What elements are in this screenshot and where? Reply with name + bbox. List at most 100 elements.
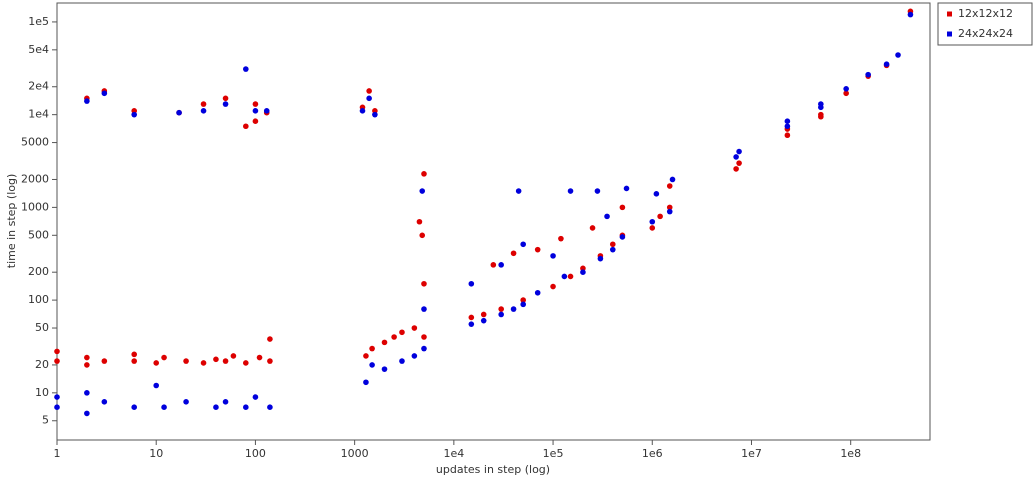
point (733, 166, 739, 172)
point (468, 314, 475, 321)
point (54, 348, 60, 355)
point (623, 185, 630, 192)
point (895, 52, 901, 58)
point (480, 311, 487, 318)
point (256, 354, 263, 361)
point (736, 160, 742, 166)
point (561, 273, 568, 280)
y-tick-label: 100 (28, 293, 49, 306)
point (520, 301, 526, 308)
point (131, 351, 138, 358)
point (609, 246, 616, 253)
y-tick-label: 20 (35, 358, 49, 371)
point (865, 71, 871, 78)
point (363, 353, 369, 359)
point (200, 101, 207, 107)
point (421, 345, 427, 352)
point (381, 339, 388, 346)
point (101, 358, 108, 364)
point (200, 108, 207, 114)
x-tick-label: 1e5 (543, 447, 564, 460)
point (222, 101, 229, 107)
point (252, 108, 259, 114)
legend-swatch (947, 31, 952, 37)
point (153, 382, 160, 389)
legend-label: 12x12x12 (958, 7, 1013, 20)
point (381, 366, 388, 372)
point (421, 334, 427, 340)
point (843, 86, 849, 92)
x-axis-label: updates in step (log) (436, 463, 550, 476)
y-axis-label: time in step (log) (5, 174, 18, 269)
point (657, 213, 663, 220)
point (480, 317, 487, 324)
x-tick-label: 1e4 (443, 447, 464, 460)
x-tick-label: 10 (149, 447, 163, 460)
x-tick-label: 1e7 (741, 447, 762, 460)
point (510, 306, 517, 312)
point (604, 213, 610, 220)
point (183, 358, 189, 364)
x-tick-label: 1000 (341, 447, 369, 460)
point (84, 354, 90, 361)
y-tick-label: 1e5 (28, 15, 49, 28)
y-tick-label: 2000 (21, 172, 49, 185)
point (131, 108, 138, 114)
point (666, 204, 673, 211)
point (176, 109, 182, 116)
point (649, 225, 656, 231)
point (222, 358, 229, 364)
x-tick-label: 1e8 (840, 447, 861, 460)
point (619, 204, 626, 211)
point (421, 306, 427, 312)
y-tick-label: 1000 (21, 200, 49, 213)
point (222, 399, 229, 405)
point (411, 353, 418, 359)
point (597, 255, 604, 262)
point (54, 394, 60, 400)
point (243, 66, 249, 72)
point (399, 358, 405, 364)
point (84, 98, 90, 104)
point (369, 345, 375, 352)
point (84, 390, 90, 396)
point (666, 208, 673, 215)
legend-box (937, 2, 1033, 46)
x-tick-label: 1 (54, 447, 61, 460)
point (818, 101, 824, 107)
point (534, 246, 541, 253)
point (784, 132, 791, 139)
point (411, 325, 418, 331)
point (843, 90, 849, 97)
point (550, 283, 556, 290)
point (213, 356, 219, 363)
point (567, 273, 574, 280)
point (399, 329, 405, 336)
x-tick-label: 100 (245, 447, 266, 460)
point (421, 171, 427, 177)
point (419, 188, 426, 194)
point (243, 123, 249, 130)
point (883, 61, 890, 68)
point (736, 148, 742, 155)
point (366, 88, 372, 94)
y-tick-label: 5 (42, 414, 49, 427)
point (54, 358, 60, 364)
point (515, 188, 522, 194)
point (468, 321, 475, 327)
point (267, 404, 273, 410)
point (419, 232, 426, 239)
point (252, 394, 259, 400)
point (363, 379, 369, 386)
point (580, 265, 586, 272)
point (520, 241, 526, 248)
point (101, 90, 108, 97)
plot-area (56, 2, 931, 441)
point (369, 362, 375, 368)
point (666, 183, 673, 189)
point (520, 297, 526, 303)
y-tick-label: 500 (28, 228, 49, 241)
point (213, 404, 219, 410)
point (131, 358, 138, 364)
